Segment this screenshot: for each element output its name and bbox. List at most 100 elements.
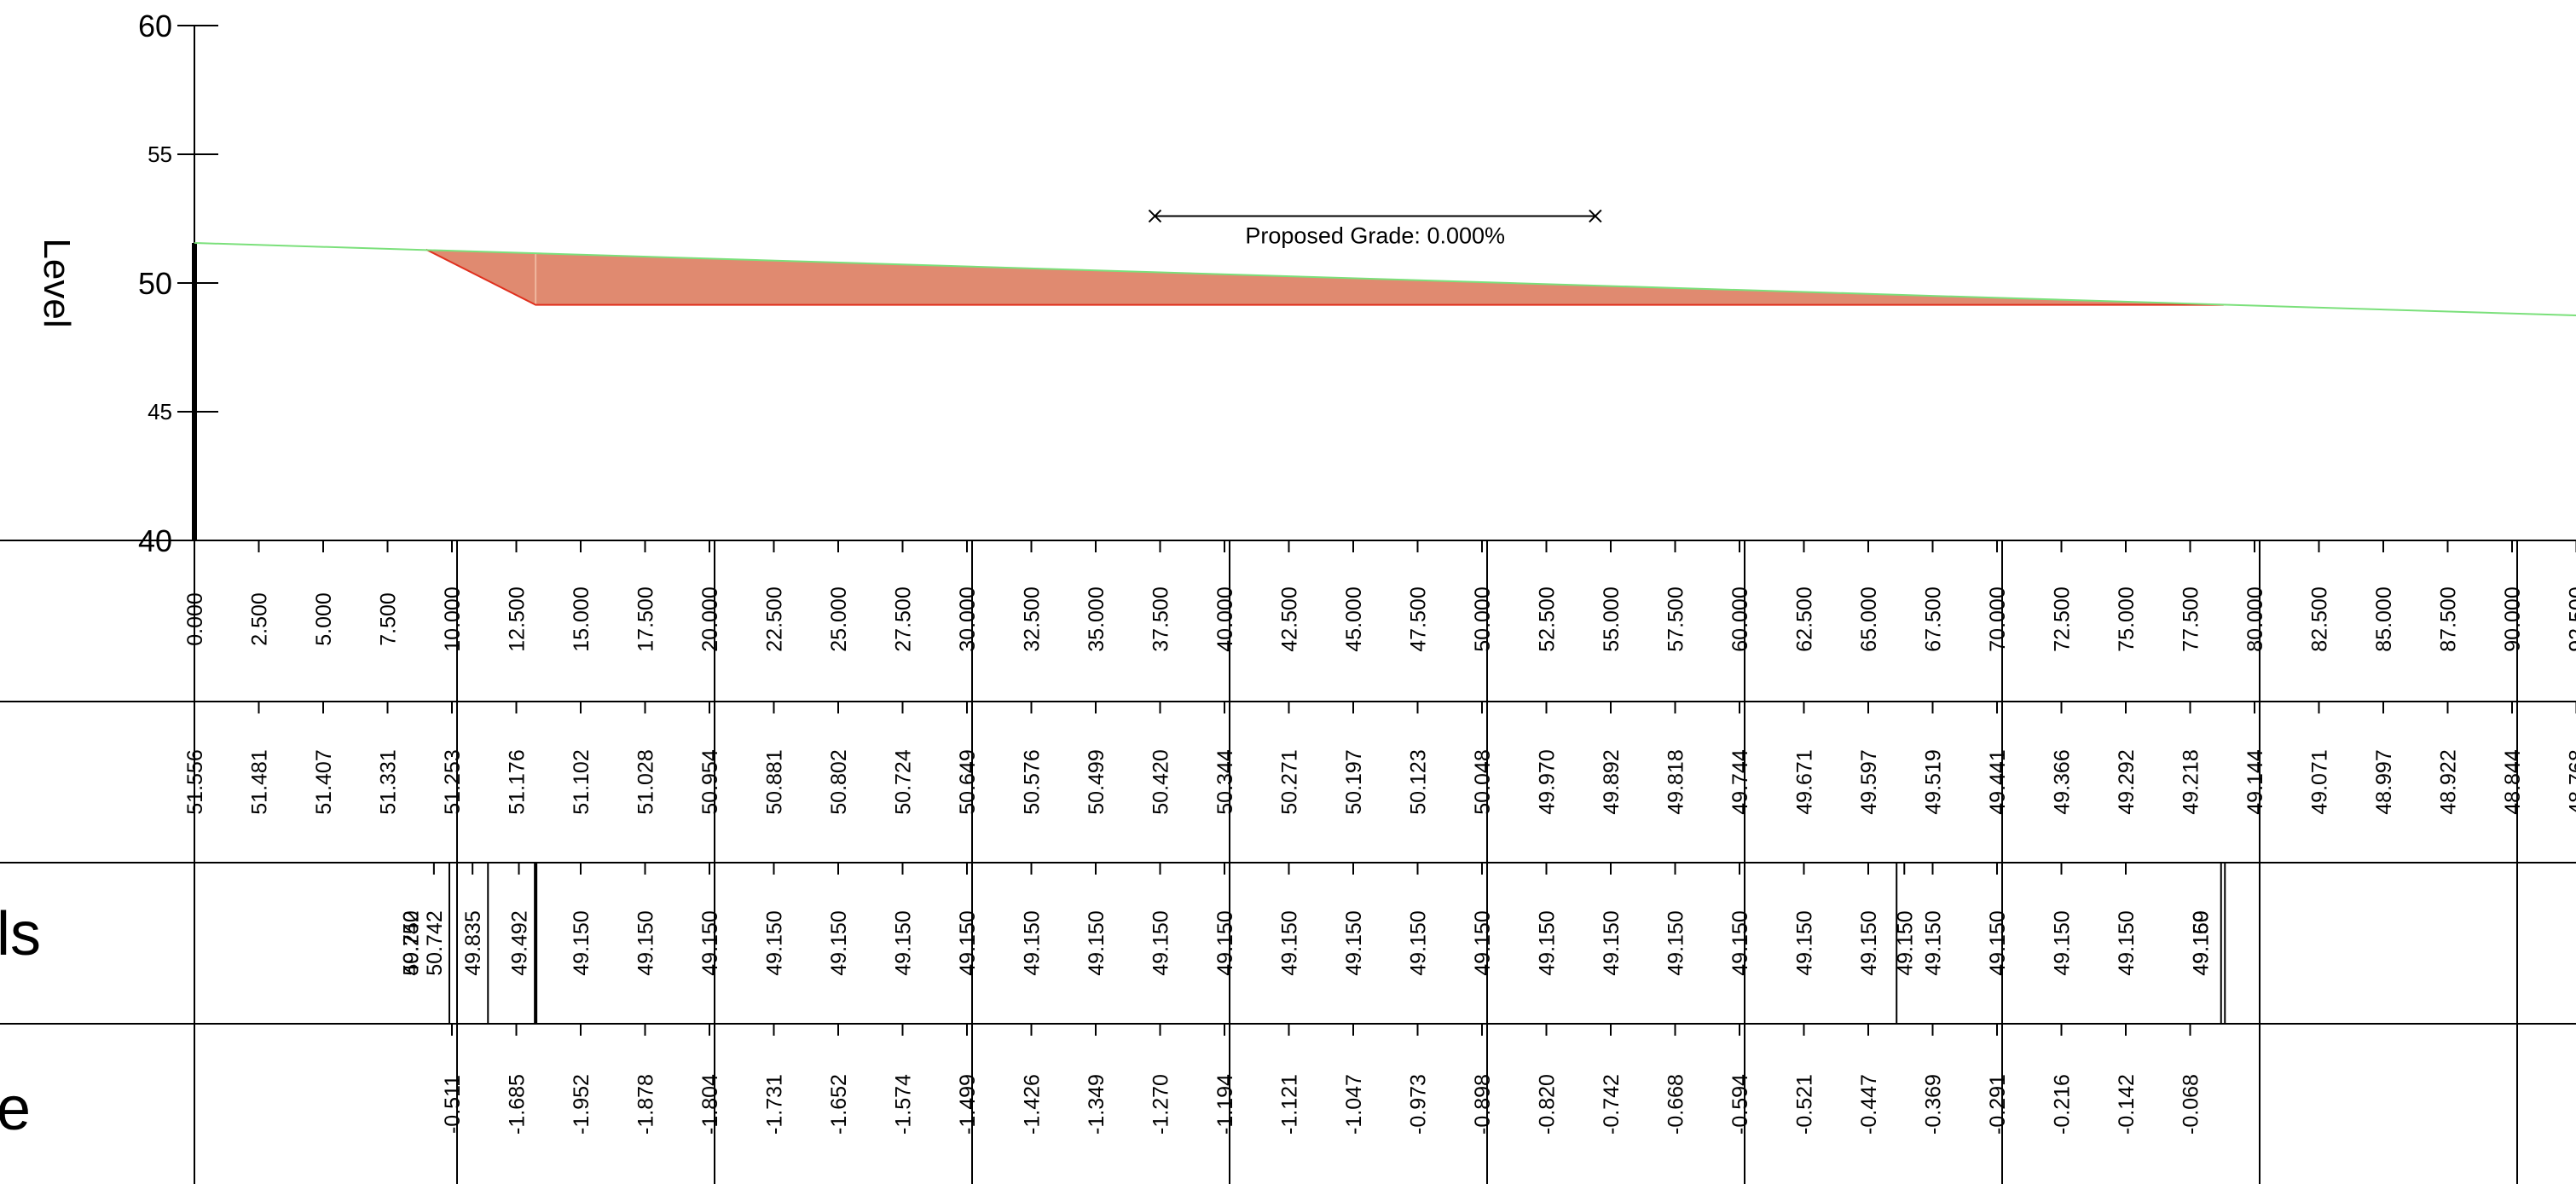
proposed_levels-label-9: 49.150 (956, 910, 980, 975)
overlap-label-3: 49.169 (2190, 910, 2214, 975)
chainage-label-31: 77.500 (2179, 586, 2203, 651)
existing_levels-label-27: 49.519 (1922, 749, 1946, 814)
difference-label-10: -1.349 (1085, 1074, 1109, 1135)
difference-label-4: -1.804 (698, 1074, 722, 1135)
existing_levels-label-10: 50.802 (827, 749, 851, 814)
proposed_levels-label-3: 49.150 (570, 910, 593, 975)
chainage-label-11: 27.500 (892, 586, 916, 651)
chainage-label-34: 85.000 (2372, 586, 2396, 651)
proposed-grade-line (425, 248, 2224, 306)
existing_levels-label-34: 48.997 (2372, 749, 2396, 814)
proposed_levels-label-19: 49.150 (1600, 910, 1624, 975)
proposed_levels-label-8: 49.150 (892, 910, 916, 975)
difference-label-5: -1.731 (763, 1074, 787, 1135)
existing_levels-label-13: 50.576 (1021, 749, 1045, 814)
proposed_levels-label-23: 49.150 (1857, 910, 1881, 975)
existing_levels-label-12: 50.649 (956, 749, 980, 814)
chainage-label-12: 30.000 (956, 586, 980, 651)
difference-label-0: -0.511 (441, 1075, 465, 1134)
chainage-label-14: 35.000 (1085, 586, 1109, 651)
chainage-label-16: 40.000 (1213, 586, 1237, 651)
chainage-label-5: 12.500 (506, 586, 530, 651)
difference-label-17: -0.820 (1536, 1074, 1560, 1135)
proposed_levels-label-12: 49.150 (1149, 910, 1173, 975)
chainage-label-24: 60.000 (1728, 586, 1752, 651)
difference-label-6: -1.652 (827, 1074, 851, 1135)
chainage-label-15: 37.500 (1149, 586, 1173, 651)
chainage-label-27: 67.500 (1922, 586, 1946, 651)
existing_levels-label-36: 48.844 (2501, 749, 2525, 815)
proposed_levels-label-24: 49.150 (1893, 910, 1917, 975)
proposed_levels-label-17: 49.150 (1471, 910, 1495, 975)
proposed_levels-label-25: 49.150 (1922, 910, 1946, 975)
proposed_levels-label-4: 49.150 (634, 910, 658, 975)
chainage-label-13: 32.500 (1021, 586, 1045, 651)
difference-label-15: -0.973 (1407, 1074, 1431, 1135)
difference-label-13: -1.121 (1278, 1074, 1302, 1135)
chainage-label-8: 20.000 (698, 586, 722, 651)
existing_levels-label-23: 49.818 (1664, 749, 1688, 814)
y-tick-label-55: 55 (148, 142, 172, 167)
chainage-label-22: 55.000 (1600, 586, 1624, 651)
existing_levels-label-2: 51.407 (312, 749, 336, 814)
existing_levels-label-35: 48.922 (2437, 749, 2461, 814)
proposed_levels-label-11: 49.150 (1085, 910, 1109, 975)
overlap-label-2: 49.150 (2190, 910, 2214, 975)
chainage-label-9: 22.500 (763, 586, 787, 651)
existing_levels-label-20: 50.048 (1471, 749, 1495, 814)
existing_levels-label-22: 49.892 (1600, 749, 1624, 814)
proposed_levels-label-1: 49.835 (461, 910, 485, 975)
difference-label-12: -1.194 (1213, 1074, 1237, 1135)
proposed_levels-label-28: 49.150 (2115, 910, 2139, 975)
difference-label-14: -1.047 (1342, 1074, 1366, 1135)
chainage-label-26: 65.000 (1857, 586, 1881, 651)
difference-label-26: -0.142 (2115, 1074, 2139, 1135)
chainage-label-0: 0.000 (183, 592, 207, 646)
difference-label-24: -0.291 (1986, 1074, 2010, 1135)
chainage-label-35: 87.500 (2437, 586, 2461, 651)
existing_levels-label-16: 50.344 (1213, 749, 1237, 815)
proposed_levels-label-5: 49.150 (698, 910, 722, 975)
chainage-label-6: 15.000 (570, 586, 593, 651)
overlap-label-1: 49.250 (400, 910, 424, 975)
chainage-label-33: 82.500 (2308, 586, 2332, 651)
existing_levels-label-7: 51.028 (634, 749, 658, 814)
existing_levels-label-4: 51.253 (441, 749, 465, 814)
existing_levels-label-25: 49.671 (1793, 749, 1817, 814)
existing_levels-label-9: 50.881 (763, 749, 787, 814)
difference-label-8: -1.499 (956, 1074, 980, 1135)
proposed_levels-label-22: 49.150 (1793, 910, 1817, 975)
difference-label-1: -1.685 (506, 1074, 530, 1135)
difference-label-2: -1.952 (570, 1074, 593, 1135)
existing_levels-label-21: 49.970 (1536, 749, 1560, 814)
y-axis-title: Level (36, 238, 78, 327)
existing_levels-label-6: 51.102 (570, 749, 593, 814)
existing_levels-label-1: 51.481 (248, 749, 272, 814)
row-title-proposed-levels: ls (0, 900, 41, 968)
chainage-label-3: 7.500 (377, 592, 401, 646)
proposed_levels-label-13: 49.150 (1213, 910, 1237, 975)
proposed_levels-label-2: 49.492 (508, 910, 532, 975)
existing_levels-label-18: 50.197 (1342, 749, 1366, 814)
existing_levels-label-28: 49.441 (1986, 749, 2010, 814)
difference-label-9: -1.426 (1021, 1074, 1045, 1135)
proposed_levels-label-27: 49.150 (2051, 910, 2075, 975)
existing_levels-label-32: 49.144 (2243, 749, 2267, 815)
existing_levels-label-33: 49.071 (2308, 749, 2332, 814)
existing_levels-label-0: 51.556 (183, 749, 207, 814)
existing_levels-label-31: 49.218 (2179, 749, 2203, 814)
y-tick-label-45: 45 (148, 399, 172, 425)
existing_levels-label-14: 50.499 (1085, 749, 1109, 814)
existing_levels-label-15: 50.420 (1149, 749, 1173, 814)
existing-ground-line (194, 242, 2576, 317)
existing_levels-label-5: 51.176 (506, 749, 530, 814)
chainage-label-4: 10.000 (441, 586, 465, 651)
difference-label-11: -1.270 (1149, 1074, 1173, 1135)
chainage-label-19: 47.500 (1407, 586, 1431, 651)
difference-label-7: -1.574 (892, 1074, 916, 1135)
difference-label-18: -0.742 (1600, 1074, 1624, 1135)
y-tick-label-60: 60 (138, 9, 172, 43)
chainage-label-10: 25.000 (827, 586, 851, 651)
difference-label-21: -0.521 (1793, 1074, 1817, 1135)
proposed_levels-label-6: 49.150 (763, 910, 787, 975)
